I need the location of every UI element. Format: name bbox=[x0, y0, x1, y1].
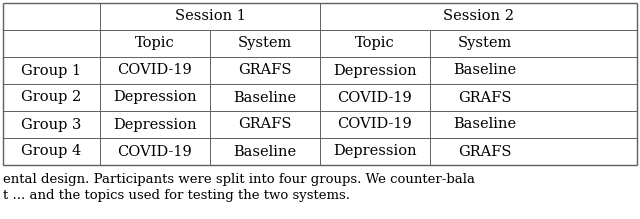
Text: Baseline: Baseline bbox=[453, 118, 516, 131]
Text: Depression: Depression bbox=[113, 118, 197, 131]
Text: Baseline: Baseline bbox=[234, 90, 296, 104]
Text: Depression: Depression bbox=[333, 145, 417, 159]
Text: COVID-19: COVID-19 bbox=[338, 90, 412, 104]
Text: GRAFS: GRAFS bbox=[238, 118, 292, 131]
Text: ental design. Participants were split into four groups. We counter-bala: ental design. Participants were split in… bbox=[3, 173, 475, 185]
Text: Depression: Depression bbox=[333, 64, 417, 78]
Text: Group 3: Group 3 bbox=[21, 118, 82, 131]
Text: Session 1: Session 1 bbox=[175, 9, 245, 23]
Text: System: System bbox=[458, 37, 512, 51]
Text: Session 2: Session 2 bbox=[443, 9, 514, 23]
Text: Depression: Depression bbox=[113, 90, 197, 104]
Text: Baseline: Baseline bbox=[234, 145, 296, 159]
Text: Topic: Topic bbox=[355, 37, 395, 51]
Text: COVID-19: COVID-19 bbox=[118, 64, 193, 78]
Text: GRAFS: GRAFS bbox=[458, 90, 512, 104]
Text: GRAFS: GRAFS bbox=[238, 64, 292, 78]
Text: Topic: Topic bbox=[135, 37, 175, 51]
Text: COVID-19: COVID-19 bbox=[118, 145, 193, 159]
Text: Group 4: Group 4 bbox=[21, 145, 82, 159]
Text: Group 2: Group 2 bbox=[21, 90, 82, 104]
Text: COVID-19: COVID-19 bbox=[338, 118, 412, 131]
Text: Baseline: Baseline bbox=[453, 64, 516, 78]
Text: GRAFS: GRAFS bbox=[458, 145, 512, 159]
Text: Group 1: Group 1 bbox=[21, 64, 81, 78]
Text: System: System bbox=[238, 37, 292, 51]
Text: t ... and the topics used for testing the two systems.: t ... and the topics used for testing th… bbox=[3, 189, 350, 203]
